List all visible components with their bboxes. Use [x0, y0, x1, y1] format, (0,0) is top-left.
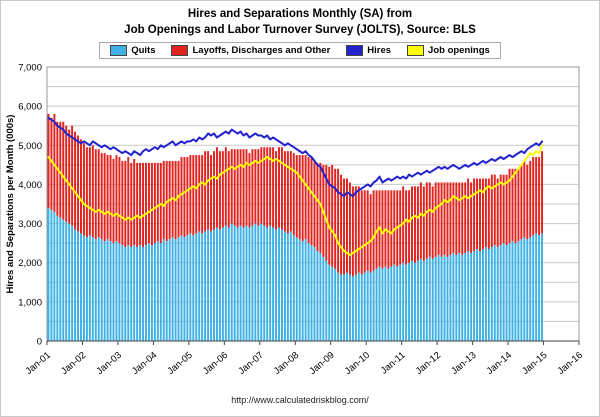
legend-item-hires: Hires	[346, 45, 392, 57]
legend-label-quits: Quits	[131, 45, 156, 57]
stacked-bars	[47, 114, 544, 342]
svg-text:Jan-03: Jan-03	[95, 350, 124, 377]
chart-title: Hires and Separations Monthly (SA) from …	[1, 1, 599, 38]
svg-text:Jan-13: Jan-13	[449, 350, 478, 377]
svg-text:0: 0	[37, 337, 42, 348]
svg-text:Jan-09: Jan-09	[307, 350, 336, 377]
svg-text:Jan-04: Jan-04	[130, 350, 159, 377]
jolts-stacked-bar-line-chart: 0 1,000 2,000 3,000 4,000 5,000 6,000 7,000 Hire…	[5, 63, 585, 377]
svg-text:Jan-06: Jan-06	[201, 350, 230, 377]
legend-label-hires: Hires	[367, 45, 392, 57]
hires-swatch-icon	[346, 45, 364, 57]
x-axis-labels: Jan-01 Jan-02 Jan-03 Jan-04 Jan-05 Jan-06 Jan-…	[24, 341, 585, 377]
y-axis-labels: 0 1,000 2,000 3,000 4,000 5,000 6,000 7,000	[18, 63, 42, 348]
svg-text:Jan-10: Jan-10	[343, 350, 372, 377]
svg-text:7,000: 7,000	[18, 63, 42, 74]
y-axis-title: Hires and Separations per Month (000s)	[5, 115, 16, 294]
svg-text:6,000: 6,000	[18, 102, 42, 113]
legend-label-layoffs: Layoffs, Discharges and Other	[192, 45, 331, 57]
svg-text:Jan-07: Jan-07	[236, 350, 265, 377]
svg-text:Jan-02: Jan-02	[59, 350, 88, 377]
layoffs-swatch-icon	[171, 45, 189, 57]
legend-item-quits: Quits	[110, 45, 156, 57]
svg-text:Jan-05: Jan-05	[165, 350, 194, 377]
svg-text:5,000: 5,000	[18, 141, 42, 152]
legend-item-job-openings: Job openings	[407, 45, 490, 57]
job-openings-swatch-icon	[407, 45, 425, 57]
svg-text:3,000: 3,000	[18, 219, 42, 230]
svg-text:Jan-08: Jan-08	[272, 350, 301, 377]
svg-text:4,000: 4,000	[18, 180, 42, 191]
svg-text:Jan-12: Jan-12	[414, 350, 443, 377]
chart-title-line1: Hires and Separations Monthly (SA) from	[187, 8, 413, 20]
source-url: http://www.calculatedriskblog.com/	[231, 395, 369, 406]
svg-text:Jan-14: Jan-14	[485, 350, 514, 377]
job-openings-line	[47, 144, 544, 257]
chart-title-line2: Job Openings and Labor Turnover Survey (…	[124, 24, 476, 37]
svg-text:Jan-16: Jan-16	[556, 350, 585, 377]
svg-text:Jan-01: Jan-01	[24, 350, 53, 377]
svg-text:Jan-11: Jan-11	[379, 350, 408, 377]
svg-text:Jan-15: Jan-15	[520, 350, 549, 377]
svg-text:2,000: 2,000	[18, 258, 42, 269]
chart-legend: Quits Layoffs, Discharges and Other Hire…	[99, 42, 501, 60]
hires-line	[47, 117, 544, 198]
legend-label-job-openings: Job openings	[428, 45, 490, 57]
legend-item-layoffs: Layoffs, Discharges and Other	[171, 45, 331, 57]
svg-text:1,000: 1,000	[18, 298, 42, 309]
quits-swatch-icon	[110, 45, 128, 57]
